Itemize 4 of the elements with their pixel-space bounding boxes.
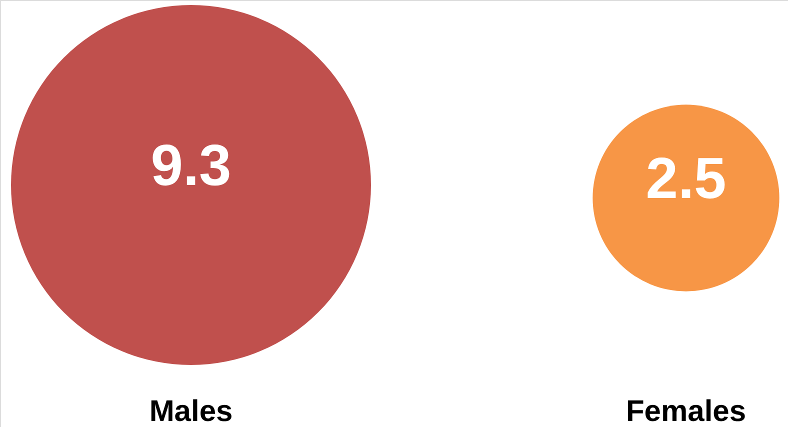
data-label: 2.5: [646, 146, 726, 211]
category-label: Females: [626, 395, 746, 427]
category-label: Males: [149, 395, 233, 427]
data-label: 9.3: [150, 133, 232, 198]
